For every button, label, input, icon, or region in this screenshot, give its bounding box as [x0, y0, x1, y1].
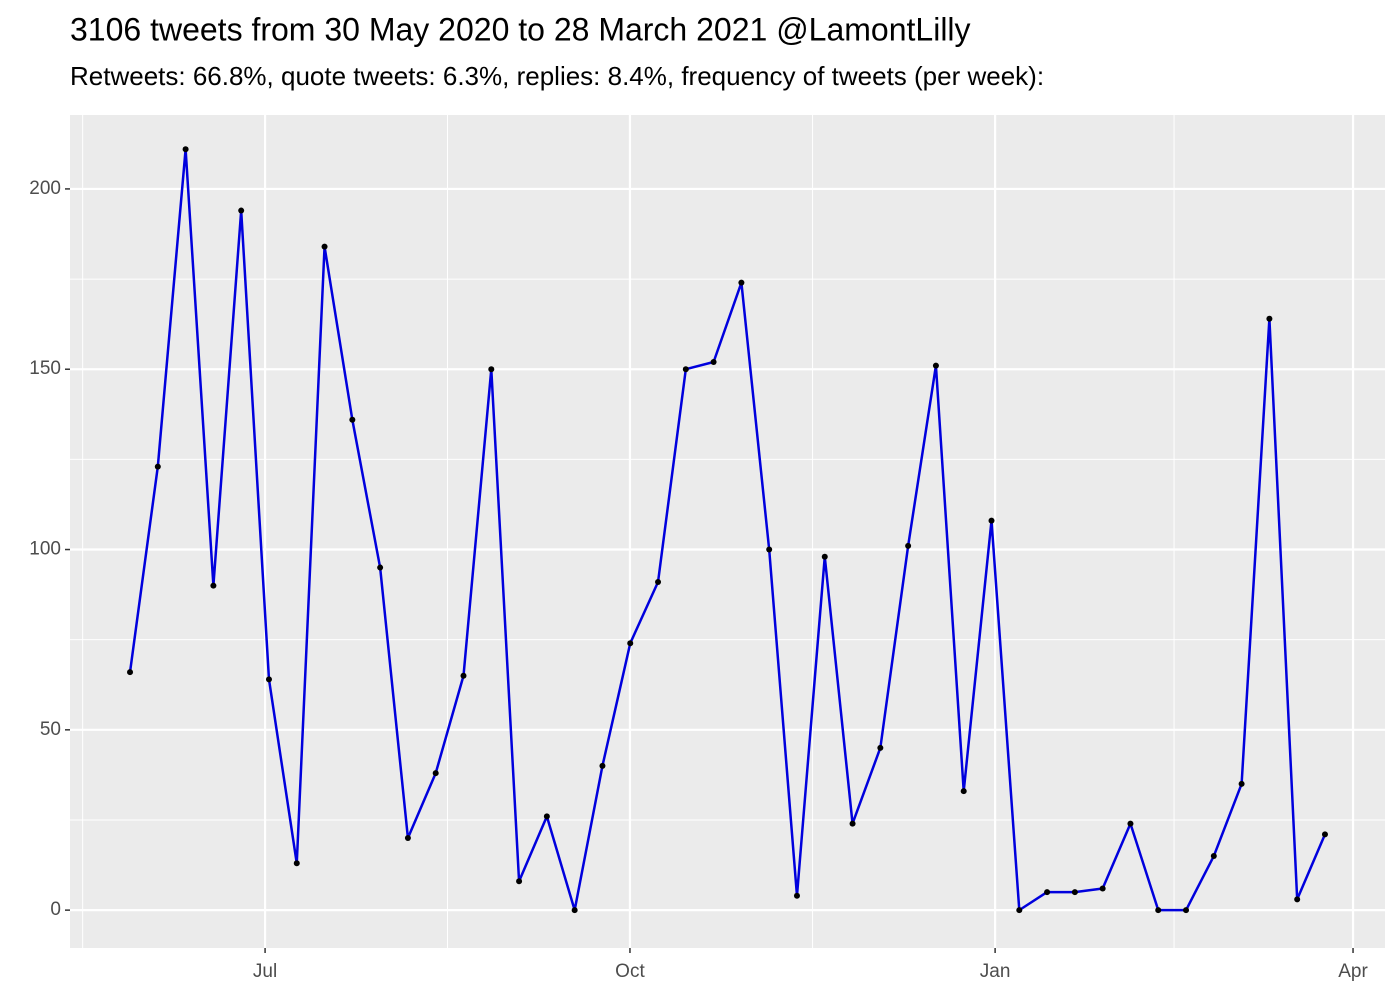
data-point [127, 669, 134, 676]
data-point [1238, 780, 1245, 787]
data-point [1071, 889, 1078, 896]
data-point [1266, 315, 1273, 322]
plot-panel [70, 115, 1385, 948]
data-point [432, 770, 439, 777]
x-tick-label: Apr [1338, 961, 1368, 982]
y-tick-label: 50 [40, 719, 61, 740]
data-point [905, 542, 912, 549]
data-point [932, 362, 939, 369]
data-point [154, 463, 161, 470]
data-point [599, 762, 606, 769]
chart-subtitle: Retweets: 66.8%, quote tweets: 6.3%, rep… [70, 61, 1044, 91]
data-point [1127, 820, 1134, 827]
series-line [128, 148, 1327, 912]
chart-title: 3106 tweets from 30 May 2020 to 28 March… [70, 11, 971, 47]
data-point [1044, 889, 1051, 896]
x-tick-label: Jul [253, 961, 277, 982]
data-point [877, 744, 884, 751]
data-point [710, 359, 717, 366]
y-tick-label: 100 [29, 539, 61, 560]
data-point [988, 517, 995, 524]
y-tick-label: 150 [29, 358, 61, 379]
data-point [738, 279, 745, 286]
data-point [1016, 907, 1023, 914]
data-point [265, 676, 272, 683]
data-point [960, 788, 967, 795]
y-tick-label: 0 [50, 899, 61, 920]
data-point [488, 366, 495, 373]
x-tick-label: Jan [980, 961, 1011, 982]
data-point [1294, 896, 1301, 903]
data-point [1099, 885, 1106, 892]
data-point [1155, 907, 1162, 914]
data-point [793, 892, 800, 899]
data-point [571, 907, 578, 914]
data-point [377, 564, 384, 571]
data-point [1321, 831, 1328, 838]
data-point [849, 820, 856, 827]
data-point [460, 672, 467, 679]
data-point [293, 860, 300, 867]
data-point [821, 553, 828, 560]
data-point [1210, 853, 1217, 860]
data-point [404, 835, 411, 842]
data-point [516, 878, 523, 885]
x-tick-label: Oct [615, 961, 645, 982]
data-point [766, 546, 773, 553]
data-point [1183, 907, 1190, 914]
data-point [655, 578, 662, 585]
y-tick-label: 200 [29, 178, 61, 199]
data-point [182, 146, 189, 153]
data-point [543, 813, 550, 820]
data-point [238, 207, 245, 214]
data-point [682, 366, 689, 373]
data-point [349, 416, 356, 423]
data-point [627, 640, 634, 647]
data-point [210, 582, 217, 589]
data-point [321, 243, 328, 250]
